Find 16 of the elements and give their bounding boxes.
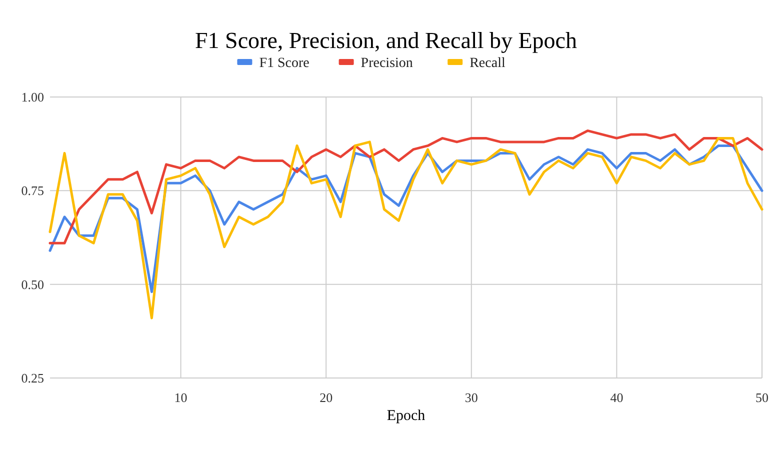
- x-axis-title: Epoch: [386, 408, 426, 424]
- x-tick-label: 30: [464, 390, 478, 405]
- x-tick-label: 40: [610, 390, 624, 405]
- legend-label: Recall: [470, 56, 506, 71]
- legend-label: F1 Score: [259, 56, 310, 71]
- x-tick-label: 50: [756, 390, 768, 405]
- chart-title: F1 Score, Precision, and Recall by Epoch: [195, 28, 578, 53]
- y-tick-label: 0.50: [21, 276, 44, 292]
- y-tick-label: 0.75: [21, 183, 44, 198]
- x-tick-label: 10: [174, 390, 188, 405]
- y-tick-label: 1.00: [21, 90, 44, 105]
- legend-label: Precision: [360, 56, 413, 71]
- y-tick-label: 0.25: [21, 370, 44, 386]
- x-tick-label: 20: [320, 390, 333, 405]
- line-series: [48, 129, 764, 244]
- line-series: [48, 136, 764, 320]
